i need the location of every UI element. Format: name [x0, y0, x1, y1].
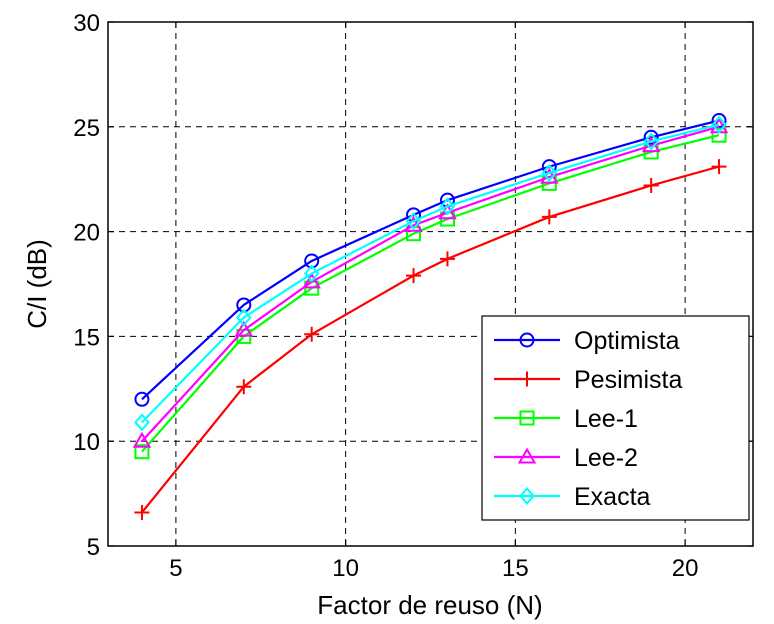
y-tick-label: 20	[73, 220, 100, 247]
series-line	[141, 165, 720, 514]
data-point	[134, 444, 150, 460]
y-tick-label: 10	[73, 429, 100, 456]
series-optimista	[134, 113, 727, 407]
data-point	[134, 391, 150, 407]
legend-marker	[519, 332, 535, 348]
data-point	[711, 115, 727, 134]
legend-marker	[519, 410, 535, 426]
series-line	[141, 119, 720, 401]
data-point	[643, 177, 659, 193]
data-point	[711, 159, 727, 175]
data-point	[234, 320, 254, 337]
x-tick-label: 10	[332, 555, 359, 582]
y-tick-label: 5	[87, 534, 100, 561]
x-tick-label: 15	[502, 555, 529, 582]
series-line	[141, 123, 720, 424]
x-tick-label: 5	[169, 555, 182, 582]
legend: Optimista Pesimista Lee-1 Lee-2 Exacta	[481, 315, 750, 521]
data-point	[439, 197, 456, 216]
series-pesimista	[134, 159, 727, 520]
legend-label: Lee-2	[574, 444, 638, 472]
legend-label: Lee-1	[574, 405, 638, 433]
legend-label: Pesimista	[574, 366, 682, 394]
data-point	[643, 129, 659, 145]
x-tick-label: 20	[672, 555, 699, 582]
ticks: 5 10 15 20 5 10 15 20 25 30	[73, 10, 753, 582]
y-axis-label: C/I (dB)	[22, 239, 52, 329]
data-point	[541, 209, 557, 225]
series-layer	[132, 113, 729, 520]
series-line	[141, 134, 720, 453]
data-point	[236, 379, 252, 395]
data-point	[438, 203, 457, 220]
legend-label: Optimista	[574, 327, 680, 355]
data-point	[303, 264, 320, 283]
data-point	[304, 326, 320, 342]
y-tick-label: 25	[73, 115, 100, 142]
data-point	[132, 431, 152, 448]
data-point	[405, 212, 422, 231]
data-point	[134, 413, 150, 432]
legend-marker	[517, 447, 537, 464]
data-point	[134, 504, 150, 520]
legend-marker	[519, 371, 535, 387]
data-point	[643, 132, 659, 151]
data-point	[439, 251, 455, 267]
series-exacta	[134, 115, 727, 432]
plot-frame	[107, 21, 754, 547]
grid	[108, 22, 753, 546]
data-point	[541, 163, 558, 182]
data-point	[711, 127, 727, 143]
legend-marker	[519, 486, 535, 506]
y-tick-label: 15	[73, 324, 100, 351]
y-tick-label: 30	[73, 10, 100, 37]
data-point	[235, 308, 252, 327]
series-line	[141, 125, 720, 442]
data-point	[302, 272, 321, 289]
legend-label: Exacta	[574, 483, 651, 511]
data-point	[406, 268, 422, 284]
x-axis-label: Factor de reuso (N)	[317, 590, 542, 620]
